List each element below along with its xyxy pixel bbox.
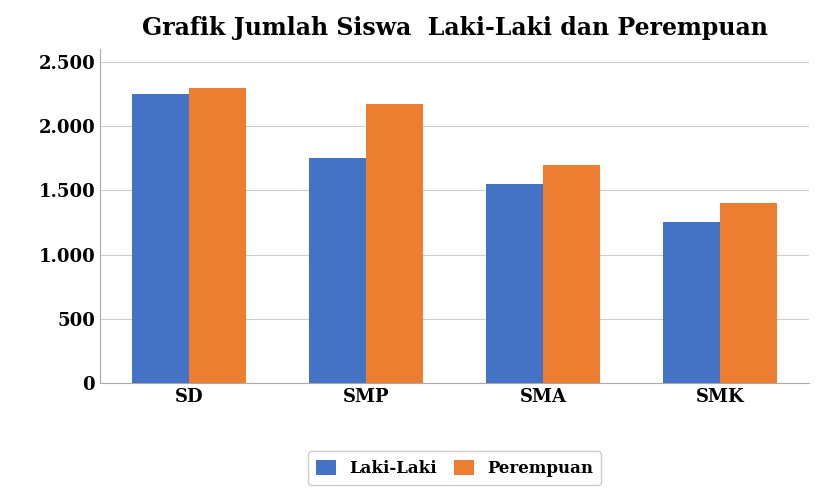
- Bar: [486, 184, 543, 383]
- Title: Grafik Jumlah Siswa  Laki-Laki dan Perempuan: Grafik Jumlah Siswa Laki-Laki dan Peremp…: [142, 16, 767, 40]
- Bar: [663, 222, 720, 383]
- Bar: [309, 158, 366, 383]
- Bar: [543, 164, 600, 383]
- Legend: Laki-Laki, Perempuan: Laki-Laki, Perempuan: [308, 451, 601, 485]
- Bar: [189, 87, 246, 383]
- Bar: [720, 203, 776, 383]
- Bar: [366, 104, 423, 383]
- Bar: [133, 94, 189, 383]
